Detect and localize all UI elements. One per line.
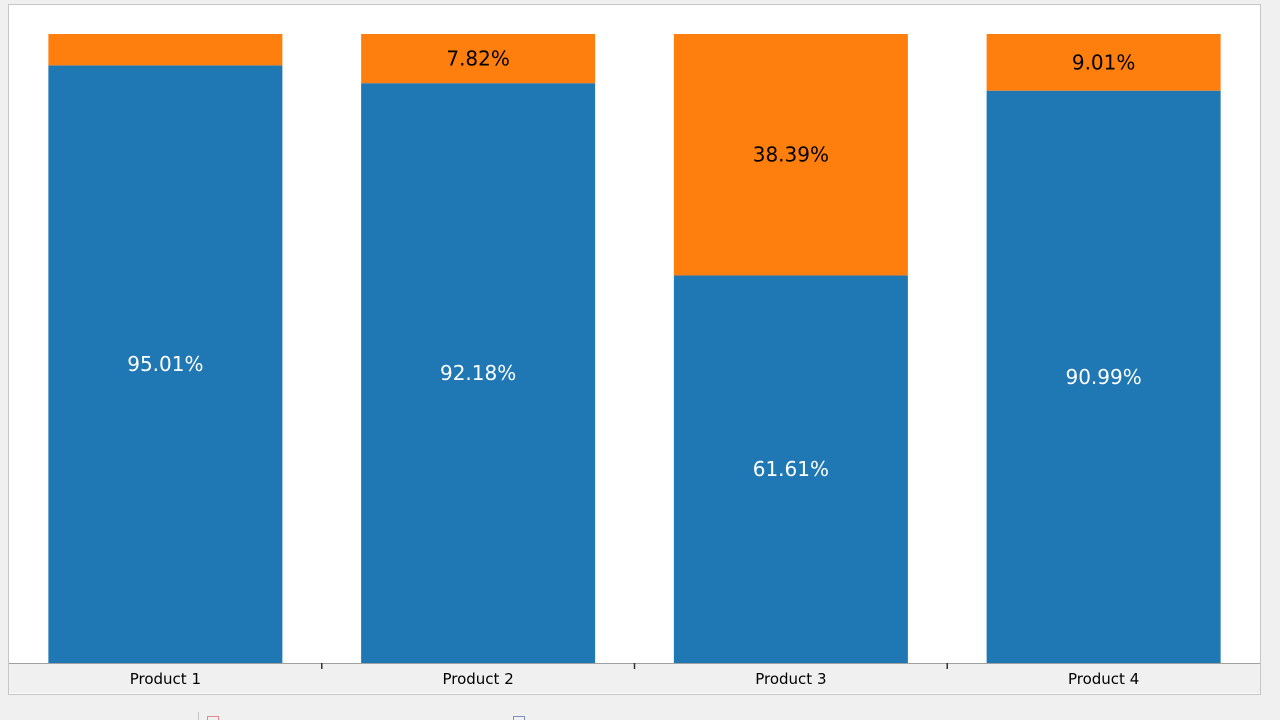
bar-segment-series1-1[interactable] <box>48 65 283 664</box>
bar-segment-series1-4[interactable] <box>986 90 1221 663</box>
strip-swatch-blue <box>513 716 525 720</box>
data-label-series1-1: 95.01% <box>127 352 203 376</box>
data-label-series1-3: 61.61% <box>753 457 829 481</box>
data-label-series2-2: 7.82% <box>446 47 510 71</box>
bar-segment-series2-1[interactable] <box>48 34 283 66</box>
data-label-series1-4: 90.99% <box>1065 365 1141 389</box>
bar-segment-series2-2[interactable] <box>361 34 596 84</box>
data-label-series2-4: 9.01% <box>1072 50 1136 74</box>
bar-segment-series1-2[interactable] <box>361 83 596 663</box>
x-tick-label-4: Product 4 <box>1068 670 1139 688</box>
x-tick-label-3: Product 3 <box>755 670 826 688</box>
bar-segment-series2-3[interactable] <box>673 34 908 276</box>
chart-panel: 95.01% Product 1 92.18% 7.82% Product 2 61.61… <box>8 4 1261 695</box>
x-tick-label-2: Product 2 <box>442 670 513 688</box>
bar-segment-series2-4[interactable] <box>986 34 1221 91</box>
strip-swatch-red <box>207 716 219 720</box>
data-label-series2-3: 38.39% <box>753 143 829 167</box>
data-label-series1-2: 92.18% <box>440 361 516 385</box>
bottom-toolbar-strip <box>0 712 1280 720</box>
bar-segment-series1-3[interactable] <box>673 275 908 663</box>
stacked-bar-chart: 95.01% Product 1 92.18% 7.82% Product 2 61.61… <box>9 34 1260 693</box>
strip-divider <box>198 712 199 720</box>
x-tick-label-1: Product 1 <box>130 670 201 688</box>
